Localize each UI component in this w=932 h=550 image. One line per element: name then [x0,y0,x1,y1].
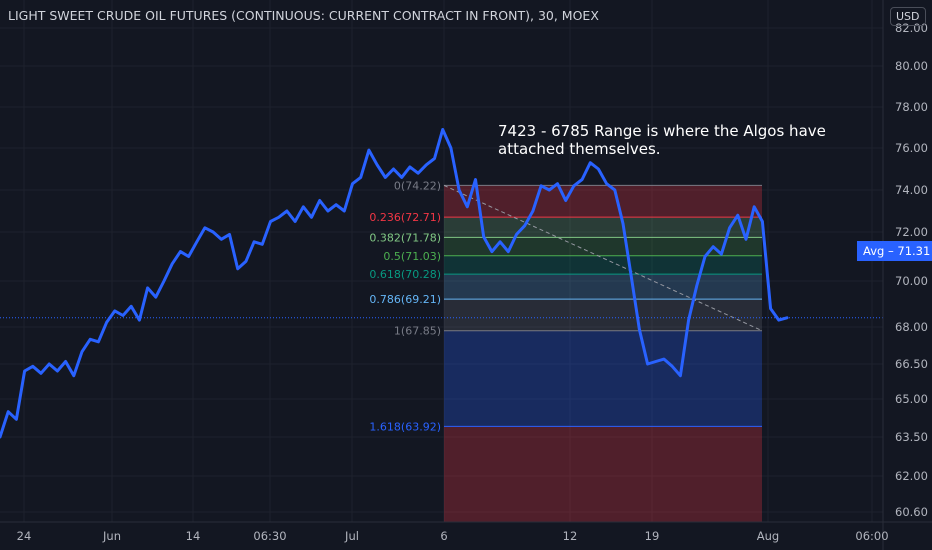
y-tick-label: 60.60 [895,505,928,519]
fib-band [444,217,762,238]
y-tick-label: 80.00 [895,59,928,73]
y-tick-label: 65.00 [895,392,928,406]
fib-band [444,426,762,522]
x-tick-label: 06:00 [855,529,888,543]
fib-band [444,237,762,256]
x-tick-label: 14 [186,529,201,543]
y-tick-label: 72.00 [895,225,928,239]
fib-level-label: 0.236(72.71) [369,211,441,224]
fib-band [444,255,762,275]
x-tick-label: Jul [344,529,359,543]
x-tick-label: 06:30 [253,529,286,543]
fib-level-label: 0.382(71.78) [369,231,441,244]
y-tick-label: 68.00 [895,320,928,334]
fib-level-label: 1(67.85) [394,325,441,338]
fib-band [444,274,762,300]
fib-level-label: 0.786(69.21) [369,293,441,306]
x-tick-label: 24 [17,529,32,543]
fib-band [444,330,762,427]
y-tick-label: 63.50 [895,430,928,444]
x-tick-label: Aug [757,529,779,543]
fib-trend-line [443,184,763,332]
x-tick-label: 12 [563,529,578,543]
y-tick-label: 82.00 [895,21,928,35]
annotation-text[interactable]: 7423 - 6785 Range is where the Algos hav… [498,122,826,158]
avg-price-badge: Avg – 71.31 [857,241,932,261]
y-tick-label: 70.00 [895,274,928,288]
x-tick-label: Jun [102,529,121,543]
y-tick-label: 62.00 [895,469,928,483]
x-tick-label: 19 [645,529,660,543]
currency-button[interactable]: USD [890,7,926,26]
y-tick-label: 66.50 [895,357,928,371]
fib-band [444,185,762,218]
avg-label: Avg [863,244,885,258]
x-tick-label: 6 [440,529,447,543]
y-tick-label: 76.00 [895,141,928,155]
y-tick-label: 78.00 [895,100,928,114]
avg-value: 71.31 [897,244,931,258]
fib-level-label: 0.5(71.03) [383,250,441,263]
price-line [0,128,789,439]
fib-level-label: 0.618(70.28) [369,268,441,281]
chart-title: LIGHT SWEET CRUDE OIL FUTURES (CONTINUOU… [8,8,599,23]
y-tick-label: 74.00 [895,183,928,197]
fib-level-label: 0(74.22) [394,179,441,192]
fib-band [444,299,762,331]
fib-level-label: 1.618(63.92) [369,420,441,433]
